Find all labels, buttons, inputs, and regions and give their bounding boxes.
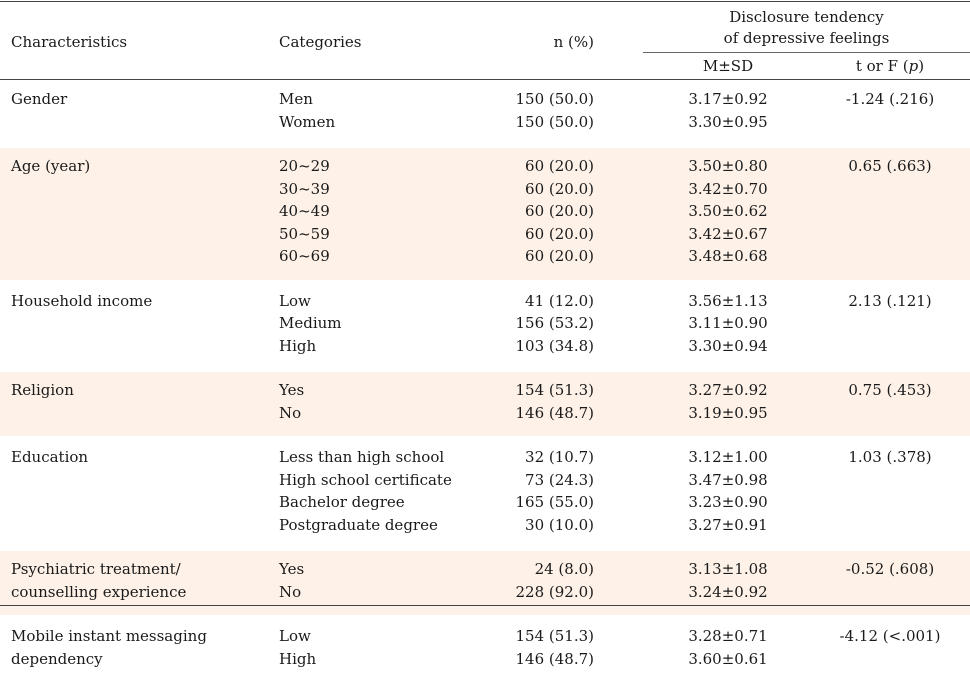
- mean-sd-cell: 3.19±0.95: [688, 403, 768, 422]
- n-pct-cell: 146 (48.7): [515, 649, 594, 668]
- category-cell: 30~39: [279, 179, 330, 198]
- group-band: [0, 551, 970, 615]
- table-top-rule: [0, 1, 970, 2]
- test-statistic: 0.65 (.663): [848, 157, 932, 175]
- mean-sd-cell: 3.56±1.13: [688, 291, 768, 310]
- category-cell: Low: [279, 291, 311, 310]
- category-cell: 60~69: [279, 247, 330, 265]
- mean-sd-cell: 3.50±0.62: [688, 202, 768, 220]
- n-pct-cell: 73 (24.3): [525, 470, 594, 489]
- mean-sd-cell: 3.42±0.70: [688, 179, 768, 198]
- n-pct-cell: 103 (34.8): [515, 336, 594, 355]
- mean-sd-cell: 3.28±0.71: [688, 627, 768, 645]
- header-bottom-rule: [0, 79, 970, 80]
- characteristic-label: Age (year): [11, 157, 91, 175]
- mean-sd-cell: 3.60±0.61: [688, 649, 768, 668]
- category-cell: Less than high school: [279, 448, 445, 466]
- n-pct-cell: 41 (12.0): [525, 291, 594, 310]
- characteristic-label: Gender: [11, 90, 68, 108]
- category-cell: Yes: [279, 381, 305, 399]
- n-pct-cell: 60 (20.0): [525, 224, 594, 243]
- n-pct-cell: 60 (20.0): [525, 202, 594, 220]
- n-pct-cell: 154 (51.3): [515, 381, 594, 399]
- header-characteristics: Characteristics: [11, 33, 128, 51]
- header-t-or-f: t or F (p): [815, 55, 965, 77]
- mean-sd-cell: 3.27±0.92: [688, 381, 768, 399]
- data-table: Characteristics Categories n (%) Disclos…: [0, 1, 970, 668]
- category-cell: High: [279, 336, 317, 355]
- n-pct-cell: 32 (10.7): [525, 448, 594, 466]
- test-statistic: 1.03 (.378): [848, 448, 932, 466]
- mean-sd-cell: 3.23±0.90: [688, 493, 768, 511]
- category-cell: No: [279, 582, 302, 601]
- category-cell: 20~29: [279, 157, 330, 175]
- mean-sd-cell: 3.13±1.08: [688, 560, 768, 578]
- header-disclosure-line1: Disclosure tendency: [729, 8, 884, 26]
- header-t-or-f-p: p: [908, 57, 919, 75]
- mean-sd-cell: 3.50±0.80: [688, 157, 768, 175]
- n-pct-cell: 156 (53.2): [515, 314, 594, 332]
- characteristic-label: Religion: [11, 381, 74, 399]
- n-pct-cell: 150 (50.0): [515, 112, 594, 131]
- header-msd: M±SD: [702, 57, 754, 75]
- mean-sd-cell: 3.11±0.90: [688, 314, 768, 332]
- characteristic-label: Education: [11, 448, 89, 466]
- category-cell: Women: [279, 112, 336, 131]
- characteristic-label: Household income: [11, 291, 153, 310]
- n-pct-cell: 154 (51.3): [515, 627, 594, 645]
- test-statistic: -0.52 (.608): [845, 560, 935, 578]
- header-sub-rule: [643, 52, 970, 53]
- n-pct-cell: 60 (20.0): [525, 247, 594, 265]
- n-pct-cell: 60 (20.0): [525, 179, 594, 198]
- mean-sd-cell: 3.17±0.92: [688, 90, 768, 108]
- n-pct-cell: 146 (48.7): [515, 403, 594, 422]
- header-disclosure-line2: of depressive feelings: [723, 29, 890, 47]
- n-pct-cell: 228 (92.0): [515, 582, 594, 601]
- test-statistic: 0.75 (.453): [848, 381, 932, 399]
- mean-sd-cell: 3.27±0.91: [688, 515, 768, 534]
- mean-sd-cell: 3.30±0.95: [688, 112, 768, 131]
- table-bottom-rule: [0, 605, 970, 606]
- characteristic-label: Psychiatric treatment/: [11, 560, 181, 578]
- n-pct-cell: 165 (55.0): [515, 493, 594, 511]
- header-categories: Categories: [279, 33, 362, 51]
- test-statistic: -1.24 (.216): [845, 90, 935, 108]
- test-statistic: 2.13 (.121): [848, 291, 932, 310]
- header-t-or-f-prefix: t or F (: [855, 57, 909, 75]
- test-statistic: -4.12 (<.001): [839, 627, 941, 645]
- n-pct-cell: 60 (20.0): [525, 157, 594, 175]
- mean-sd-cell: 3.24±0.92: [688, 582, 768, 601]
- n-pct-cell: 30 (10.0): [525, 515, 594, 534]
- mean-sd-cell: 3.48±0.68: [688, 247, 768, 265]
- mean-sd-cell: 3.12±1.00: [688, 448, 768, 466]
- mean-sd-cell: 3.42±0.67: [688, 224, 768, 243]
- group-band: [0, 372, 970, 436]
- category-cell: Yes: [279, 560, 305, 578]
- category-cell: Men: [279, 90, 313, 108]
- category-cell: High school certificate: [279, 470, 452, 489]
- mean-sd-cell: 3.47±0.98: [688, 470, 768, 489]
- mean-sd-cell: 3.30±0.94: [688, 336, 768, 355]
- category-cell: 40~49: [279, 202, 330, 220]
- category-cell: Medium: [279, 314, 342, 332]
- group-band: [0, 148, 970, 280]
- n-pct-cell: 150 (50.0): [515, 90, 594, 108]
- category-cell: Bachelor degree: [279, 493, 405, 511]
- header-t-or-f-suffix: ): [918, 57, 925, 75]
- header-n-pct: n (%): [553, 33, 594, 51]
- category-cell: Postgraduate degree: [279, 515, 438, 534]
- category-cell: No: [279, 403, 302, 422]
- category-cell: 50~59: [279, 224, 330, 243]
- characteristic-label: counselling experience: [11, 582, 187, 601]
- n-pct-cell: 24 (8.0): [534, 560, 594, 578]
